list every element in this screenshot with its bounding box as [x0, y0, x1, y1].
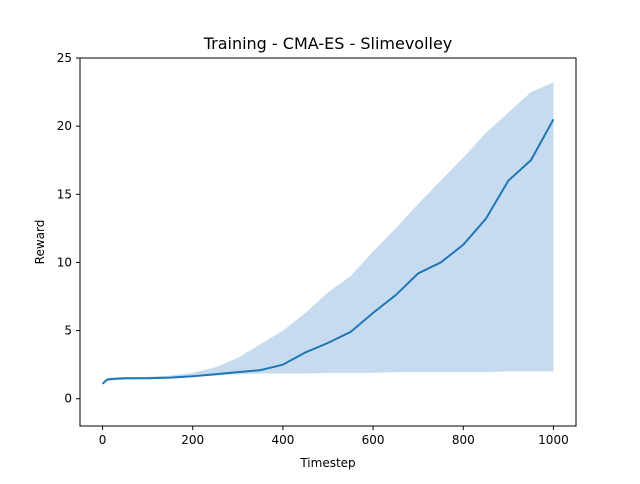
y-tick-label: 15 [57, 187, 72, 201]
x-axis-label: Timestep [299, 456, 355, 470]
x-tick-label: 600 [362, 433, 385, 447]
x-tick-label: 1000 [538, 433, 569, 447]
y-axis-label: Reward [33, 220, 47, 265]
reward-mean-line [101, 118, 555, 385]
mean-line-layer [101, 118, 555, 385]
y-tick-label: 0 [64, 392, 72, 406]
chart-title: Training - CMA-ES - Slimevolley [203, 34, 453, 53]
x-axis-ticks: 0 200 400 600 800 1000 [99, 426, 569, 447]
y-tick-label: 5 [64, 324, 72, 338]
x-tick-label: 400 [271, 433, 294, 447]
y-tick-label: 20 [57, 119, 72, 133]
confidence-band-layer [102, 82, 554, 385]
x-tick-label: 0 [99, 433, 107, 447]
y-tick-label: 25 [57, 51, 72, 65]
reward-confidence-band [102, 82, 554, 385]
axes-frame [79, 57, 577, 427]
x-tick-label: 800 [452, 433, 475, 447]
y-tick-label: 10 [57, 255, 72, 269]
y-axis-ticks: 0 5 10 15 20 25 [57, 51, 80, 406]
x-tick-label: 200 [181, 433, 204, 447]
